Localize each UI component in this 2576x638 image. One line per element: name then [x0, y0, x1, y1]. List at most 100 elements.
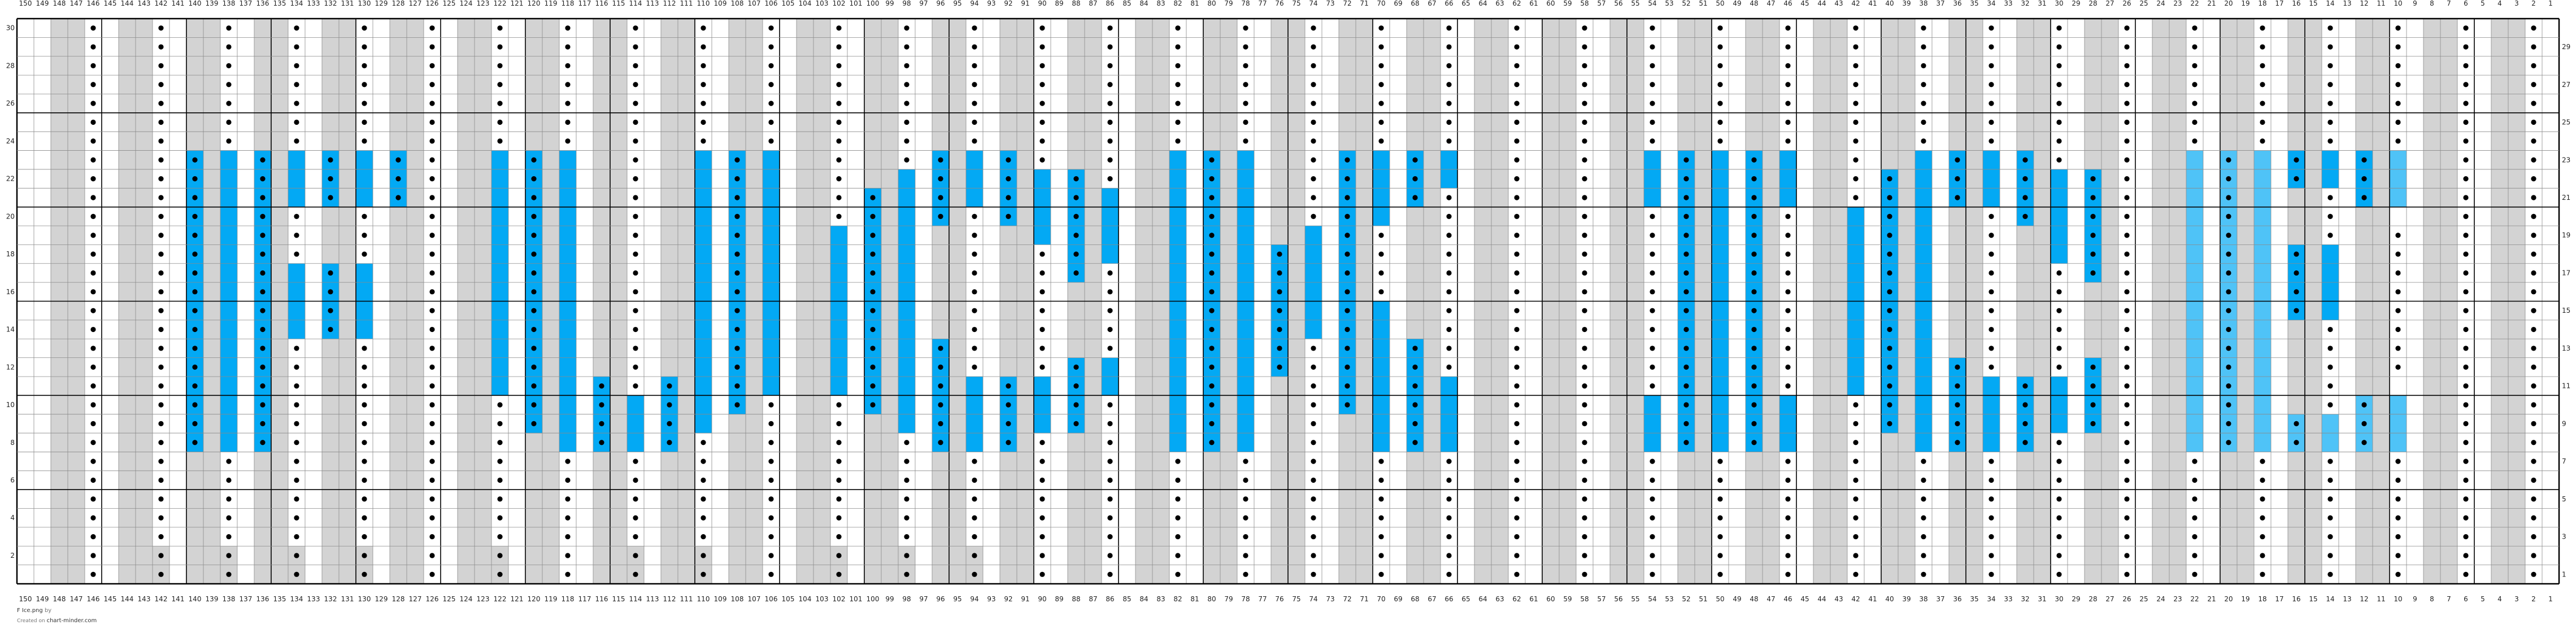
purl-dot	[1277, 364, 1282, 370]
cell	[1847, 376, 1864, 396]
cell	[1542, 546, 1559, 565]
cell	[2390, 414, 2407, 434]
cell	[17, 452, 34, 471]
cell	[983, 414, 1000, 434]
cell	[169, 282, 186, 301]
cell	[1068, 112, 1085, 132]
cell	[559, 339, 576, 358]
purl-dot	[1853, 534, 1859, 540]
cell	[17, 132, 34, 151]
cell	[729, 132, 746, 151]
cell	[2152, 56, 2169, 76]
cell	[2542, 527, 2559, 547]
cell	[2152, 150, 2169, 169]
cell	[1339, 75, 1356, 94]
cell	[169, 75, 186, 94]
cell	[695, 339, 712, 358]
cell	[2508, 244, 2525, 264]
cell	[1864, 546, 1881, 565]
purl-dot	[565, 458, 571, 464]
cell	[322, 357, 339, 377]
cell	[1644, 433, 1661, 452]
cell	[237, 226, 254, 245]
purl-dot	[633, 477, 638, 483]
cell	[2339, 169, 2356, 189]
cell	[1457, 188, 1474, 207]
purl-dot	[836, 496, 842, 502]
cell	[237, 546, 254, 565]
cell	[593, 188, 610, 207]
cell	[1542, 470, 1559, 490]
cell	[610, 207, 627, 226]
cell	[2271, 452, 2288, 471]
cell	[864, 508, 881, 527]
purl-dot	[1209, 346, 1215, 351]
cell	[2101, 19, 2118, 38]
cell	[881, 112, 898, 132]
cell	[2034, 320, 2051, 339]
cell	[983, 339, 1000, 358]
cell	[1813, 37, 1830, 56]
cell	[458, 527, 475, 547]
cell	[373, 452, 390, 471]
cell	[1135, 452, 1152, 471]
cell	[1712, 339, 1729, 358]
cell	[593, 490, 610, 509]
cell	[34, 94, 51, 113]
cell	[780, 282, 797, 301]
cell	[1424, 112, 1441, 132]
cell	[678, 282, 695, 301]
cell	[1068, 452, 1085, 471]
cell	[1796, 357, 1813, 377]
cell	[2542, 565, 2559, 584]
cell	[305, 546, 322, 565]
cell	[2491, 470, 2508, 490]
cell	[1237, 263, 1254, 283]
cell	[2152, 301, 2169, 320]
purl-dot	[90, 402, 96, 408]
cell	[169, 546, 186, 565]
cell	[1627, 188, 1644, 207]
cell	[2237, 414, 2254, 434]
cell	[864, 414, 881, 434]
cell	[1796, 244, 1813, 264]
cell	[2305, 188, 2322, 207]
purl-dot	[1412, 346, 1418, 351]
purl-dot	[2361, 440, 2367, 445]
purl-dot	[226, 458, 232, 464]
cell	[475, 357, 491, 377]
cell	[407, 320, 424, 339]
cell	[136, 357, 153, 377]
cell	[813, 75, 830, 94]
cell	[949, 150, 966, 169]
cell	[1491, 150, 1508, 169]
cell	[407, 452, 424, 471]
cell	[305, 470, 322, 490]
cell	[2169, 169, 2186, 189]
cell	[1000, 452, 1017, 471]
cell	[1068, 132, 1085, 151]
cell	[746, 433, 763, 452]
cell	[1135, 19, 1152, 38]
cell	[661, 207, 678, 226]
cell	[1847, 301, 1864, 320]
purl-dot	[1344, 402, 1350, 408]
cell	[881, 207, 898, 226]
purl-dot	[2463, 571, 2469, 577]
cell	[1203, 75, 1220, 94]
cell	[813, 244, 830, 264]
cell	[1017, 376, 1034, 396]
cell	[17, 470, 34, 490]
cell	[2542, 433, 2559, 452]
cell	[2373, 56, 2390, 76]
cell	[1085, 132, 1102, 151]
cell	[2068, 452, 2085, 471]
cell	[237, 301, 254, 320]
cell	[1119, 132, 1135, 151]
cell	[1390, 94, 1407, 113]
cell	[1339, 132, 1356, 151]
cell	[712, 376, 729, 396]
cell	[915, 565, 932, 584]
cell	[678, 320, 695, 339]
cell	[2068, 150, 2085, 169]
